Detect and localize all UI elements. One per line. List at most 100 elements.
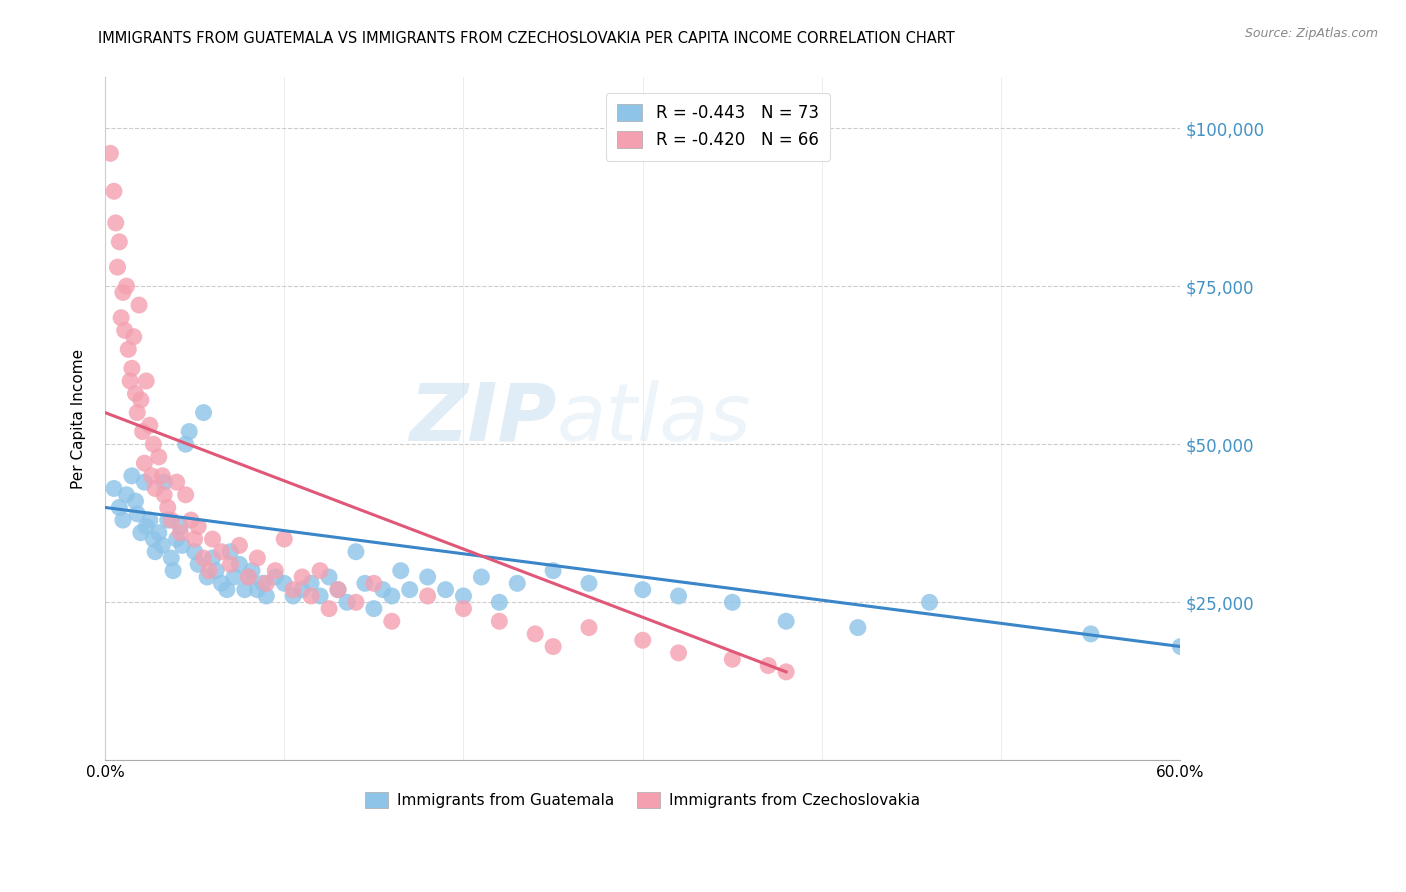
Point <box>578 621 600 635</box>
Point <box>416 570 439 584</box>
Legend: Immigrants from Guatemala, Immigrants from Czechoslovakia: Immigrants from Guatemala, Immigrants fr… <box>359 786 927 814</box>
Point <box>121 361 143 376</box>
Point <box>381 589 404 603</box>
Point <box>283 589 305 603</box>
Point <box>183 545 205 559</box>
Point <box>363 576 385 591</box>
Point <box>162 564 184 578</box>
Point <box>179 425 201 439</box>
Text: Source: ZipAtlas.com: Source: ZipAtlas.com <box>1244 27 1378 40</box>
Point <box>108 235 131 249</box>
Point <box>488 614 510 628</box>
Point <box>326 582 349 597</box>
Point <box>668 646 690 660</box>
Point <box>506 576 529 591</box>
Point <box>389 564 412 578</box>
Point <box>115 279 138 293</box>
Point <box>174 488 197 502</box>
Point <box>141 468 163 483</box>
Point <box>381 614 404 628</box>
Point <box>153 475 176 490</box>
Point <box>228 538 250 552</box>
Point <box>434 582 457 597</box>
Point <box>150 468 173 483</box>
Point <box>180 513 202 527</box>
Point <box>299 589 322 603</box>
Point <box>166 475 188 490</box>
Point <box>117 343 139 357</box>
Point <box>134 456 156 470</box>
Point <box>371 582 394 597</box>
Point <box>211 545 233 559</box>
Point <box>160 513 183 527</box>
Point <box>398 582 420 597</box>
Point <box>291 582 314 597</box>
Point <box>344 595 367 609</box>
Point <box>111 513 134 527</box>
Point <box>631 582 654 597</box>
Point <box>183 532 205 546</box>
Point <box>273 576 295 591</box>
Point <box>344 545 367 559</box>
Point <box>122 329 145 343</box>
Point <box>142 532 165 546</box>
Point <box>107 260 129 274</box>
Y-axis label: Per Capita Income: Per Capita Income <box>72 349 86 489</box>
Point <box>254 589 277 603</box>
Point <box>291 570 314 584</box>
Point <box>240 564 263 578</box>
Point <box>148 450 170 464</box>
Point <box>114 323 136 337</box>
Point <box>470 570 492 584</box>
Point <box>309 589 332 603</box>
Point <box>918 595 941 609</box>
Point <box>453 601 475 615</box>
Point <box>318 570 340 584</box>
Point <box>541 640 564 654</box>
Point <box>187 558 209 572</box>
Point <box>98 146 121 161</box>
Point <box>211 576 233 591</box>
Point <box>775 665 797 679</box>
Point <box>166 532 188 546</box>
Point <box>1080 627 1102 641</box>
Point <box>201 532 224 546</box>
Point <box>103 482 125 496</box>
Text: atlas: atlas <box>557 380 751 458</box>
Point <box>846 621 869 635</box>
Point <box>148 525 170 540</box>
Point <box>170 538 193 552</box>
Point <box>631 633 654 648</box>
Point <box>150 538 173 552</box>
Point <box>120 374 142 388</box>
Point <box>103 184 125 198</box>
Point <box>139 418 162 433</box>
Point <box>160 551 183 566</box>
Point <box>104 216 127 230</box>
Point <box>336 595 359 609</box>
Point <box>524 627 547 641</box>
Point <box>135 519 157 533</box>
Point <box>238 570 260 584</box>
Point <box>129 392 152 407</box>
Point <box>283 582 305 597</box>
Point <box>108 500 131 515</box>
Point <box>246 551 269 566</box>
Point <box>721 595 744 609</box>
Point <box>193 406 215 420</box>
Point <box>219 545 242 559</box>
Point <box>111 285 134 300</box>
Point <box>127 507 149 521</box>
Point <box>153 488 176 502</box>
Point <box>169 519 191 533</box>
Point <box>326 582 349 597</box>
Point <box>205 564 228 578</box>
Point <box>201 551 224 566</box>
Point <box>129 525 152 540</box>
Point <box>124 386 146 401</box>
Point <box>541 564 564 578</box>
Point <box>156 513 179 527</box>
Point <box>121 468 143 483</box>
Point <box>115 488 138 502</box>
Point <box>252 576 274 591</box>
